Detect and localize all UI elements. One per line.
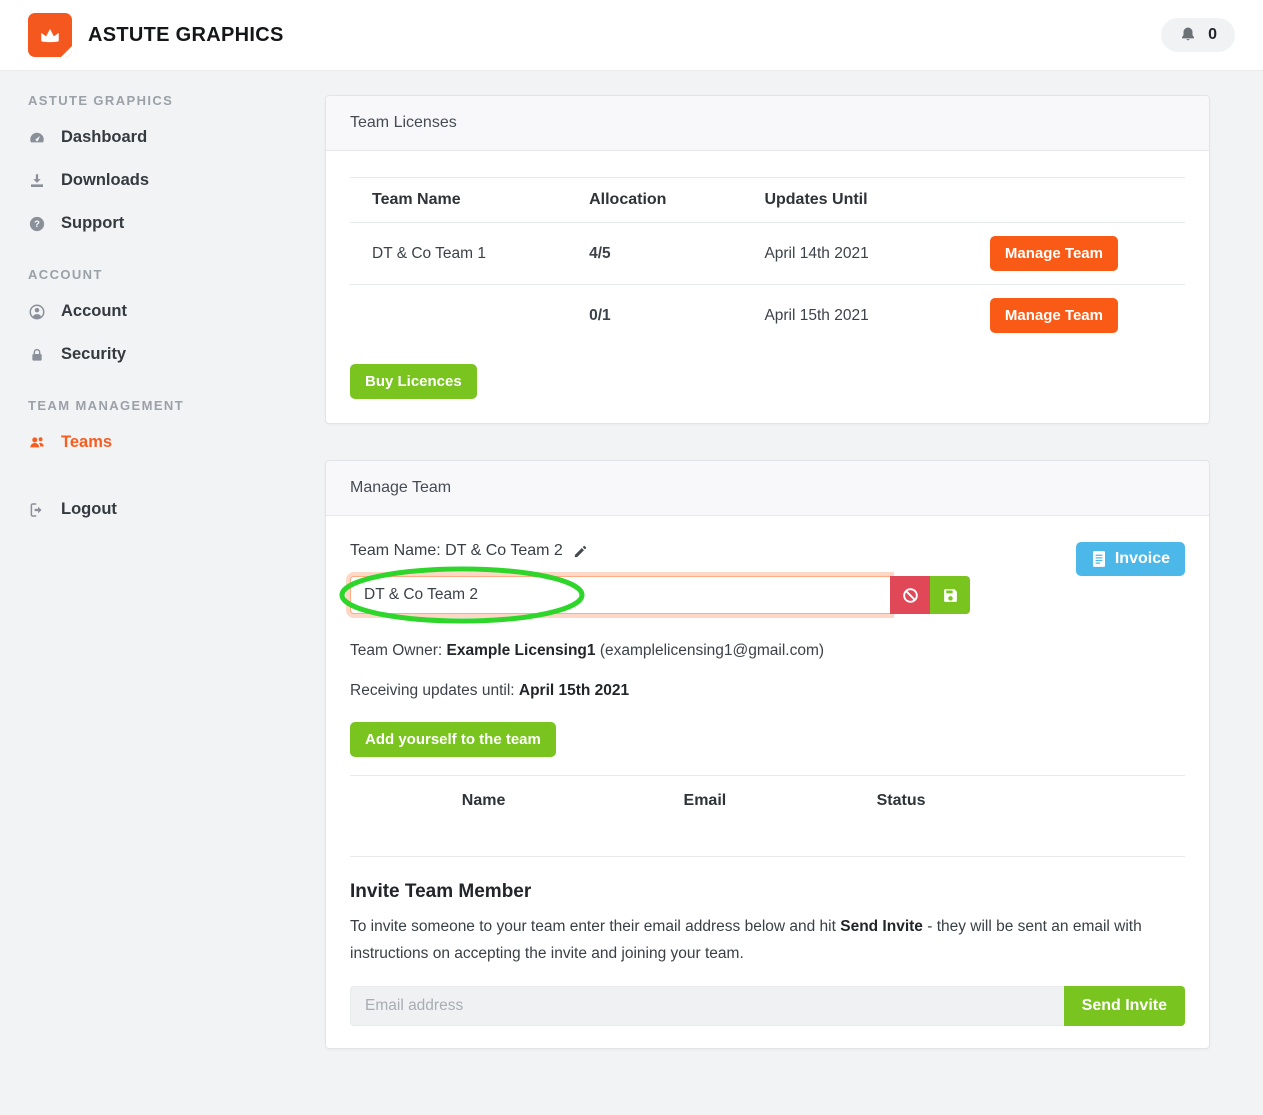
sidebar-heading-team-management: TEAM MANAGEMENT	[28, 398, 185, 413]
team-owner-email: (examplelicensing1@gmail.com)	[595, 642, 825, 659]
sidebar-item-security[interactable]: Security	[28, 345, 300, 364]
sidebar-item-label: Security	[61, 345, 127, 363]
team-owner-prefix: Team Owner:	[350, 642, 447, 659]
cell-allocation: 4/5	[567, 222, 743, 285]
invite-desc-text: To invite someone to your team enter the…	[350, 917, 841, 935]
column-header-name: Name	[461, 792, 506, 809]
sidebar-item-label: Account	[61, 302, 127, 320]
sidebar-item-dashboard[interactable]: Dashboard	[28, 128, 300, 147]
table-row: 0/1 April 15th 2021 Manage Team	[350, 285, 1185, 347]
invoice-document-icon	[1091, 550, 1107, 568]
team-name-label: Team Name: DT & Co Team 2	[350, 542, 563, 559]
column-header-updates-until: Updates Until	[742, 177, 968, 223]
send-invite-button[interactable]: Send Invite	[1063, 986, 1185, 1027]
sidebar-item-label: Dashboard	[61, 128, 148, 146]
dashboard-icon	[28, 129, 46, 147]
users-icon	[28, 434, 46, 452]
team-members-table: Name Email Status	[350, 775, 1185, 857]
sidebar-item-label: Logout	[61, 500, 117, 518]
invite-email-input[interactable]	[350, 986, 1064, 1027]
invite-desc-bold: Send Invite	[840, 917, 923, 935]
cell-team-name: DT & Co Team 1	[350, 222, 568, 285]
sidebar-item-downloads[interactable]: Downloads	[28, 171, 300, 190]
cell-team-name	[350, 285, 567, 347]
column-header-actions	[967, 177, 1185, 223]
logout-icon	[28, 501, 46, 519]
edit-pencil-icon[interactable]	[573, 544, 588, 559]
manage-team-button[interactable]: Manage Team	[989, 236, 1118, 271]
invite-team-member-heading: Invite Team Member	[350, 880, 532, 902]
sidebar-item-support[interactable]: ? Support	[28, 214, 300, 233]
invite-input-group: Send Invite	[350, 986, 1185, 1027]
team-name-input[interactable]	[350, 576, 890, 614]
column-header-team-name: Team Name	[350, 177, 568, 223]
sidebar-heading-account: ACCOUNT	[28, 267, 103, 282]
updates-date: April 15th 2021	[518, 682, 630, 699]
svg-text:?: ?	[34, 219, 40, 229]
sidebar-heading-astute-graphics: ASTUTE GRAPHICS	[28, 93, 174, 108]
updates-prefix: Receiving updates until:	[350, 682, 519, 699]
cancel-edit-button[interactable]	[890, 576, 930, 614]
save-team-name-button[interactable]	[930, 576, 970, 614]
sidebar-item-account[interactable]: Account	[28, 302, 300, 321]
bell-icon	[1179, 26, 1197, 44]
download-icon	[28, 172, 46, 190]
sidebar-item-label: Teams	[61, 433, 113, 451]
brand-title: ASTUTE GRAPHICS	[88, 23, 284, 46]
table-row: DT & Co Team 1 4/5 April 14th 2021 Manag…	[350, 222, 1185, 285]
cell-updates-until: April 15th 2021	[764, 306, 869, 324]
notifications-button[interactable]: 0	[1161, 18, 1235, 52]
team-licenses-table: Team Name Allocation Updates Until DT & …	[350, 177, 1185, 346]
team-licenses-card: Team Licenses Team Name Allocation Updat…	[325, 95, 1210, 424]
manage-team-title: Manage Team	[326, 461, 1209, 516]
cell-updates-until: April 14th 2021	[742, 222, 968, 285]
sidebar-item-label: Support	[61, 214, 125, 232]
lock-icon	[28, 346, 46, 364]
column-header-status: Status	[876, 792, 926, 809]
team-owner-name: Example Licensing1	[446, 642, 596, 659]
buy-licences-button[interactable]: Buy Licences	[350, 364, 477, 399]
add-yourself-button[interactable]: Add yourself to the team	[350, 722, 556, 757]
sidebar-item-label: Downloads	[61, 171, 150, 189]
team-licenses-title: Team Licenses	[326, 96, 1209, 151]
main-content: Team Licenses Team Name Allocation Updat…	[300, 71, 1263, 1115]
receiving-updates-line: Receiving updates until: April 15th 2021	[350, 682, 1185, 700]
notifications-count: 0	[1208, 26, 1217, 43]
app-header: ASTUTE GRAPHICS 0	[0, 0, 1263, 71]
ban-icon	[901, 586, 920, 605]
invoice-button-label: Invoice	[1114, 550, 1170, 567]
column-header-allocation: Allocation	[567, 177, 743, 223]
empty-members-row	[350, 816, 1185, 856]
manage-team-button[interactable]: Manage Team	[989, 298, 1118, 333]
cell-allocation: 0/1	[589, 306, 611, 324]
sidebar-item-teams[interactable]: Teams	[28, 433, 300, 452]
team-owner-line: Team Owner: Example Licensing1 (examplel…	[350, 642, 1185, 660]
sidebar-item-logout[interactable]: Logout	[28, 500, 300, 519]
user-circle-icon	[28, 303, 46, 321]
manage-team-card: Manage Team Invoice Team Name: DT & Co T…	[325, 460, 1210, 1050]
invite-desc-text: - they will be sent an email with instru…	[350, 917, 1142, 963]
sidebar: ASTUTE GRAPHICS Dashboard Downloads ? Su…	[0, 71, 300, 543]
invite-description: To invite someone to your team enter the…	[350, 913, 1185, 969]
column-header-email: Email	[683, 792, 727, 809]
invoice-button[interactable]: Invoice	[1075, 542, 1185, 576]
help-circle-icon: ?	[28, 215, 46, 233]
save-floppy-icon	[942, 587, 959, 604]
brand-logo	[28, 13, 72, 57]
team-name-input-group	[339, 566, 970, 624]
crown-icon	[36, 21, 64, 49]
